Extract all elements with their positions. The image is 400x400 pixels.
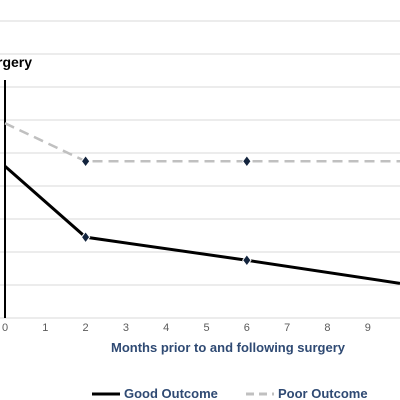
diamond-marker [80,154,91,168]
x-tick-label: 5 [203,322,209,334]
series-line-good-outcome [4,165,400,285]
diamond-marker [80,230,91,244]
x-axis-title: Months prior to and following surgery [111,340,346,355]
x-tick-label: 9 [365,322,371,334]
data-markers [80,154,252,267]
x-tick-label: 0 [2,322,8,334]
x-tick-label: 7 [284,322,290,334]
x-tick-label: 1 [42,322,48,334]
legend-poor-outcome-label: Poor Outcome [278,386,368,400]
x-tick-label: 4 [163,322,169,334]
x-axis-ticks: 0 1 2 3 4 5 6 7 8 9 [2,322,371,334]
x-tick-label: 6 [244,322,250,334]
diamond-marker [242,253,252,267]
diamond-marker [242,154,252,168]
series-line-poor-outcome [4,122,400,163]
x-tick-label: 2 [83,322,89,334]
legend-good-outcome-label: Good Outcome [124,386,218,400]
x-tick-label: 8 [324,322,330,334]
surgery-annotation: rgery [0,54,32,70]
legend: Good Outcome Poor Outcome [92,386,368,400]
series-lines [4,122,400,285]
x-tick-label: 3 [123,322,129,334]
